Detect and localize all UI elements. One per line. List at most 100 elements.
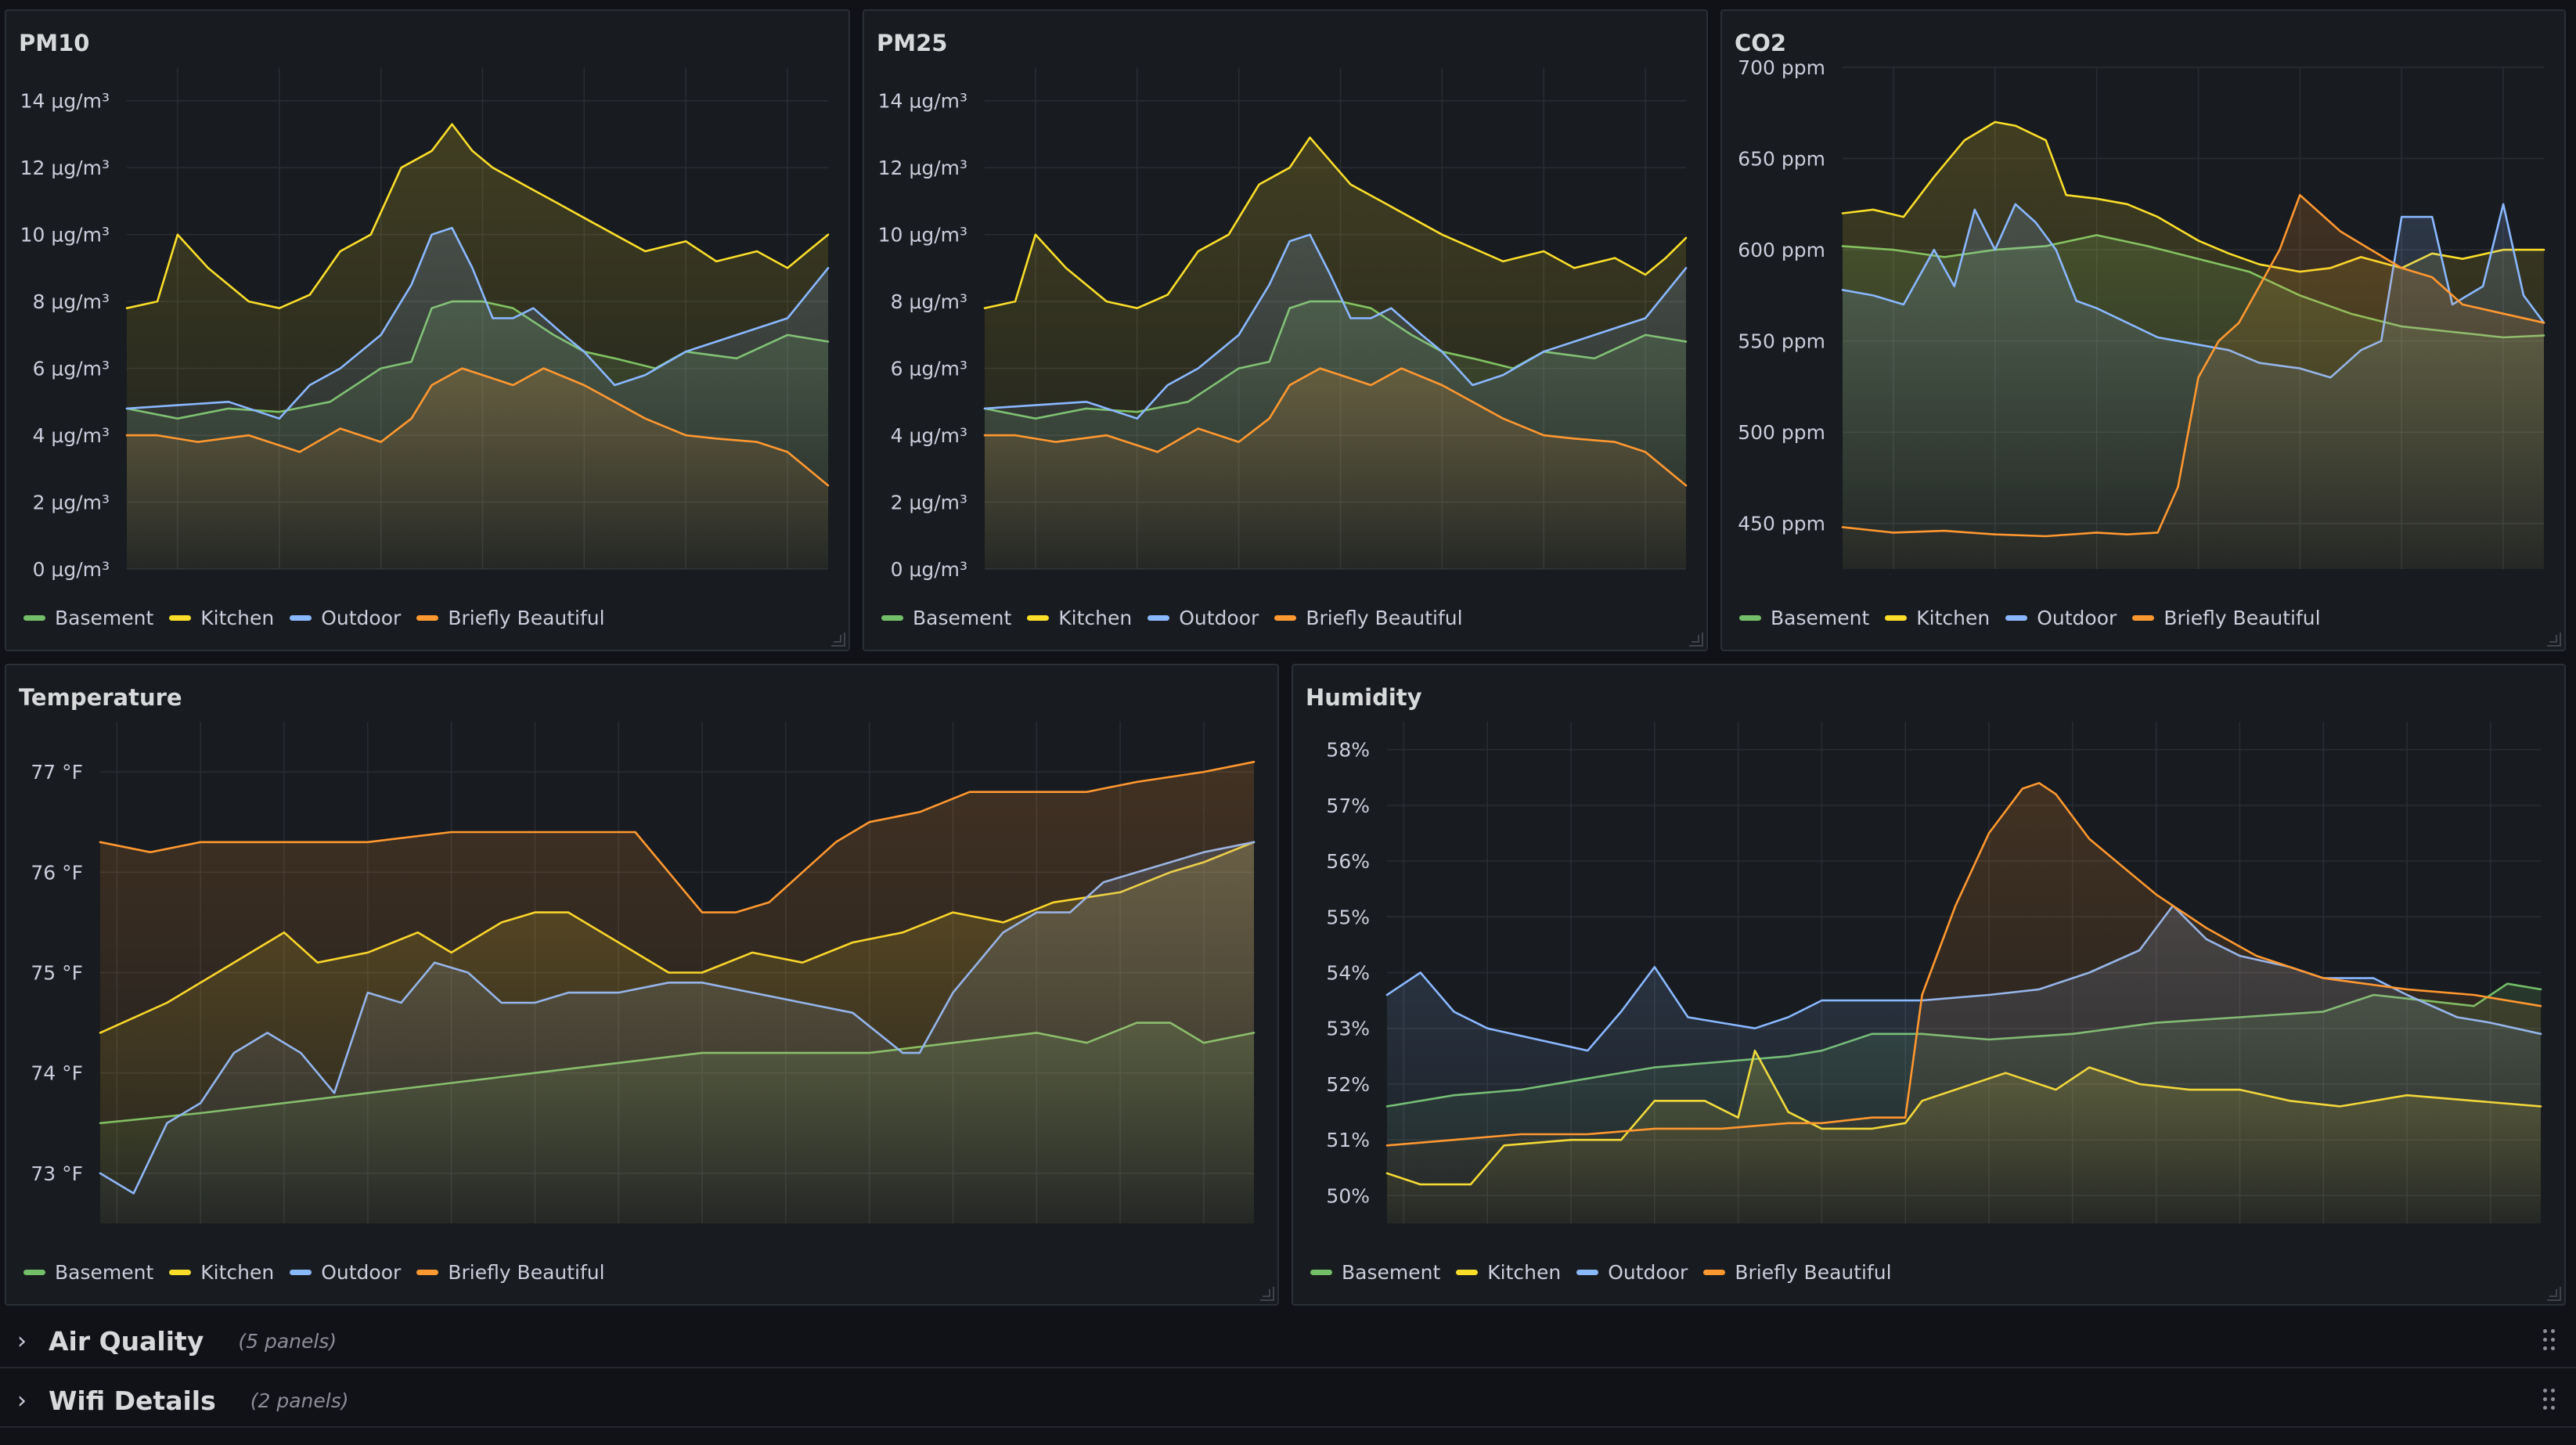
resize-handle[interactable] [831, 632, 845, 647]
resize-handle[interactable] [2547, 632, 2561, 647]
chart-legend: Basement Kitchen Outdoor Briefly Beautiful [1739, 607, 2321, 629]
legend-item-basement[interactable]: Basement [23, 607, 153, 629]
panel-title[interactable]: PM25 [877, 30, 948, 56]
y-tick-label: 53% [1326, 1018, 1370, 1040]
legend-swatch [23, 615, 45, 621]
x-tick-label: 15:30 [924, 1243, 981, 1245]
legend-swatch [416, 1270, 439, 1275]
legend-label: Outdoor [321, 1261, 402, 1284]
legend-swatch [290, 615, 312, 621]
y-tick-label: 52% [1326, 1073, 1370, 1096]
legend-item-outdoor[interactable]: Outdoor [1576, 1261, 1688, 1284]
series-line-outdoor [125, 226, 830, 420]
legend-item-briefly-beautiful[interactable]: Briefly Beautiful [416, 607, 605, 629]
y-tick-label: 12 μg/m³ [20, 157, 110, 179]
x-tick-label: 13:00 [1793, 1243, 1850, 1245]
x-tick-label: 11:00 [172, 1243, 229, 1245]
legend-item-briefly-beautiful[interactable]: Briefly Beautiful [2132, 607, 2321, 629]
row-title[interactable]: Wifi Details [49, 1385, 216, 1416]
legend-item-kitchen[interactable]: Kitchen [169, 1261, 274, 1284]
y-tick-label: 4 μg/m³ [33, 424, 110, 447]
y-tick-label: 54% [1326, 962, 1370, 985]
y-tick-label: 57% [1326, 795, 1370, 817]
legend-item-basement[interactable]: Basement [1310, 1261, 1440, 1284]
y-tick-label: 2 μg/m³ [33, 492, 110, 514]
x-tick-label: 11:00 [1007, 589, 1064, 590]
panel-title[interactable]: Humidity [1306, 684, 1422, 711]
legend-item-basement[interactable]: Basement [1739, 607, 1869, 629]
x-tick-label: 13:00 [1211, 589, 1267, 590]
chart-legend: Basement Kitchen Outdoor Briefly Beautiful [23, 607, 605, 629]
panel-co2[interactable]: CO2 450 ppm 500 ppm 550 ppm 600 ppm 650 ppm 7… [1720, 9, 2566, 651]
row-panel-count: (5 panels) [238, 1329, 337, 1353]
legend-label: Kitchen [200, 1261, 275, 1284]
series-area-briefly-beautiful [100, 762, 1254, 1223]
drag-handle-icon[interactable] [2543, 1389, 2556, 1411]
series-area-briefly-beautiful [1843, 195, 2544, 569]
x-tick-label: 14:00 [454, 589, 510, 590]
y-tick-label: 600 ppm [1738, 239, 1825, 261]
x-tick-label: 15:00 [2128, 1243, 2185, 1245]
x-tick-label: 15:00 [2272, 589, 2328, 590]
series-area-briefly-beautiful [127, 368, 828, 569]
x-tick-label: 13:00 [2069, 589, 2125, 590]
legend-item-briefly-beautiful[interactable]: Briefly Beautiful [1274, 607, 1463, 629]
panel-humidity[interactable]: Humidity 50% 51% 52% 53% 54% 55% 56% 57% 58% 10:3… [1292, 664, 2566, 1306]
legend-label: Basement [55, 1261, 154, 1284]
x-tick-label: 11:00 [1865, 589, 1922, 590]
chevron-right-icon[interactable]: › [17, 1327, 27, 1355]
legend-swatch [1739, 615, 1761, 621]
panel-title[interactable]: CO2 [1735, 30, 1787, 56]
legend-item-basement[interactable]: Basement [23, 1261, 153, 1284]
panel-temperature[interactable]: Temperature 73 °F 74 °F 75 °F 76 °F 77 °F 10:… [5, 664, 1279, 1306]
panel-title[interactable]: Temperature [19, 684, 182, 711]
y-tick-label: 8 μg/m³ [891, 290, 967, 313]
panel-pm10[interactable]: PM10 0 μg/m³ 2 μg/m³ 4 μg/m³ 6 μg/m³ 8 μg/m³… [5, 9, 850, 651]
legend-item-briefly-beautiful[interactable]: Briefly Beautiful [1703, 1261, 1892, 1284]
legend-item-basement[interactable]: Basement [881, 607, 1011, 629]
panel-title[interactable]: PM10 [19, 30, 90, 56]
resize-handle[interactable] [2547, 1287, 2561, 1301]
series-line-outdoor [1841, 203, 2545, 379]
legend-swatch [416, 615, 439, 621]
legend-swatch [1885, 615, 1908, 621]
legend-item-briefly-beautiful[interactable]: Briefly Beautiful [416, 1261, 605, 1284]
x-tick-label: 16:00 [2373, 589, 2430, 590]
legend-item-kitchen[interactable]: Kitchen [1885, 607, 1990, 629]
y-tick-label: 450 ppm [1738, 513, 1825, 535]
legend-item-outdoor[interactable]: Outdoor [290, 1261, 401, 1284]
legend-label: Outdoor [1179, 607, 1259, 629]
legend-label: Briefly Beautiful [2163, 607, 2321, 629]
drag-handle-icon[interactable] [2543, 1329, 2556, 1351]
y-tick-label: 51% [1326, 1129, 1370, 1151]
y-tick-label: 14 μg/m³ [20, 90, 110, 113]
row-wifi-details[interactable]: › Wifi Details (2 panels) [0, 1375, 2576, 1428]
resize-handle[interactable] [1689, 632, 1703, 647]
x-tick-label: 17:00 [2463, 1243, 2519, 1245]
legend-item-kitchen[interactable]: Kitchen [1027, 607, 1132, 629]
legend-swatch [1310, 1270, 1332, 1275]
legend-item-outdoor[interactable]: Outdoor [290, 607, 401, 629]
series-line-briefly-beautiful [99, 761, 1256, 913]
x-tick-label: 12:00 [340, 1243, 396, 1245]
x-tick-label: 12:30 [1710, 1243, 1767, 1245]
x-tick-label: 14:30 [758, 1243, 814, 1245]
x-tick-label: 12:00 [1967, 589, 2023, 590]
series-line-kitchen [983, 136, 1688, 309]
chevron-right-icon[interactable]: › [17, 1386, 27, 1414]
x-tick-label: 14:00 [1961, 1243, 2017, 1245]
legend-label: Briefly Beautiful [1306, 607, 1463, 629]
legend-item-kitchen[interactable]: Kitchen [169, 607, 274, 629]
y-tick-label: 76 °F [31, 861, 83, 884]
panel-pm25[interactable]: PM25 0 μg/m³ 2 μg/m³ 4 μg/m³ 6 μg/m³ 8 μg/m³… [863, 9, 1708, 651]
legend-item-outdoor[interactable]: Outdoor [1147, 607, 1259, 629]
y-tick-label: 77 °F [31, 761, 83, 784]
legend-item-kitchen[interactable]: Kitchen [1456, 1261, 1561, 1284]
legend-item-outdoor[interactable]: Outdoor [2005, 607, 2117, 629]
resize-handle[interactable] [1260, 1287, 1274, 1301]
row-air-quality[interactable]: › Air Quality (5 panels) [0, 1315, 2576, 1368]
row-title[interactable]: Air Quality [49, 1325, 204, 1357]
legend-label: Basement [55, 607, 154, 629]
series-line-outdoor [983, 233, 1688, 420]
y-tick-label: 550 ppm [1738, 330, 1825, 353]
